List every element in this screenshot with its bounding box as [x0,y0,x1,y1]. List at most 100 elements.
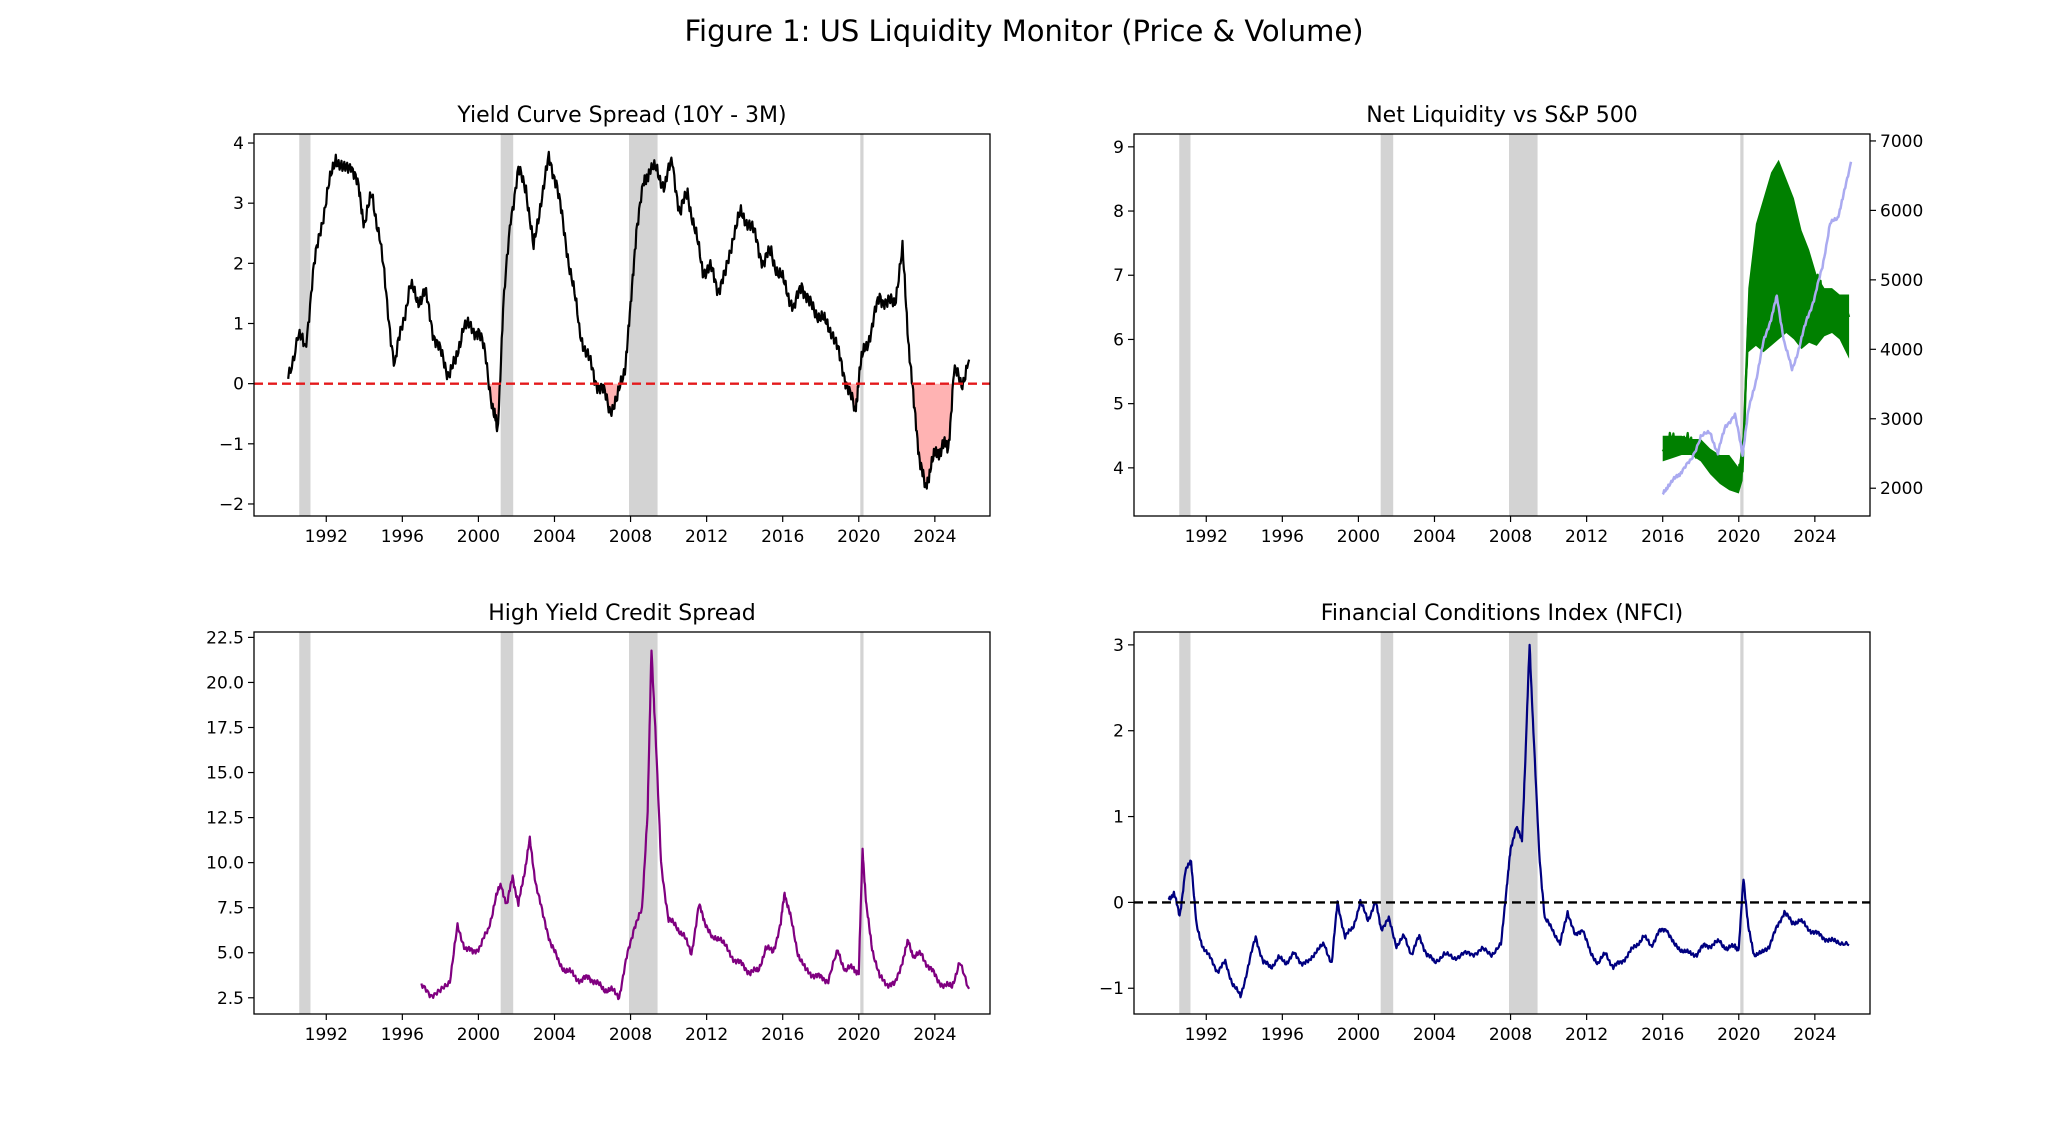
y-tick-label: 22.5 [206,628,244,648]
recession-band-1 [1380,134,1394,516]
x-tick-label: 1996 [1261,527,1304,547]
x-tick-label: 2016 [761,1025,804,1045]
x-tick-label: 2000 [1337,527,1380,547]
recession-band-0 [299,134,311,516]
x-tick-label: 2024 [1793,527,1836,547]
y-tick-label: 2.5 [217,989,244,1009]
high-yield-title: High Yield Credit Spread [488,601,756,626]
y-tick-label: 6 [1113,330,1124,350]
recession-band-3 [860,632,864,1014]
y-tick-label: −1 [1099,979,1124,999]
y2-tick-label: 2000 [1880,479,1923,499]
net-liquidity-line [1661,174,1851,485]
y2-tick-label: 6000 [1880,201,1923,221]
x-tick-label: 2008 [1489,527,1532,547]
x-tick-label: 2004 [1413,1025,1456,1045]
y2-tick-label: 5000 [1880,271,1923,291]
x-tick-label: 2016 [1641,1025,1684,1045]
x-tick-label: 1992 [305,1025,348,1045]
net-liquidity-frame [1133,133,1871,517]
y-tick-label: 1 [233,314,244,334]
x-tick-label: 2004 [533,1025,576,1045]
x-tick-label: 2012 [685,1025,728,1045]
y-tick-label: 1 [1113,808,1124,828]
panel-yield-curve: 1992 1996 2000 2004 2008 2012 2016 2020 2024 −2 −1… [219,103,991,547]
y-tick-label: 7.5 [217,899,244,919]
y-tick-label: 15.0 [206,764,244,784]
x-tick-label: 2008 [609,1025,652,1045]
y-tick-label: 3 [233,194,244,214]
x-tick-label: 2016 [761,527,804,547]
y2-tick-label: 3000 [1880,410,1923,430]
x-tick-label: 1996 [381,527,424,547]
recession-band-1 [1380,632,1394,1014]
y-tick-label: 2 [1113,722,1124,742]
x-tick-label: 2008 [1489,1025,1532,1045]
y-tick-label: 7 [1113,266,1124,286]
high-yield-frame [253,631,991,1015]
x-tick-label: 1996 [381,1025,424,1045]
y-tick-label: 4 [1113,459,1124,479]
net-liquidity-band [1662,159,1850,494]
x-tick-label: 2020 [837,527,880,547]
panel-high-yield: 1992 1996 2000 2004 2008 2012 2016 2020 2024 2.5 5… [206,601,991,1045]
x-tick-label: 2000 [1337,1025,1380,1045]
hy-spread-line [420,649,971,1001]
x-tick-label: 2020 [1717,1025,1760,1045]
yield-curve-plot-area [254,150,990,490]
y-tick-label: −2 [219,495,244,515]
panel-nfci: 1992 1996 2000 2004 2008 2012 2016 2020 2024 −1 0 1… [1099,601,1871,1045]
y-tick-label: −1 [219,435,244,455]
x-tick-label: 2004 [533,527,576,547]
nfci-line [1167,643,1850,999]
recession-band-0 [1179,632,1191,1014]
y-tick-label: 5 [1113,395,1124,415]
x-tick-label: 1996 [1261,1025,1304,1045]
x-tick-label: 2004 [1413,527,1456,547]
y-tick-label: 8 [1113,202,1124,222]
x-tick-label: 2012 [1565,527,1608,547]
y-tick-label: 0 [233,375,244,395]
y-tick-label: 2 [233,254,244,274]
nfci-title: Financial Conditions Index (NFCI) [1321,601,1683,626]
recession-band-0 [299,632,311,1014]
x-tick-label: 2020 [1717,527,1760,547]
y-tick-label: 0 [1113,893,1124,913]
recession-band-2 [629,134,658,516]
y2-tick-label: 4000 [1880,340,1923,360]
x-tick-label: 2008 [609,527,652,547]
10y-3m-spread-line [287,150,971,490]
y-tick-label: 17.5 [206,719,244,739]
x-tick-label: 2000 [457,1025,500,1045]
x-tick-label: 2024 [913,1025,956,1045]
nfci-plot-area [1134,643,1870,999]
x-tick-label: 1992 [1185,1025,1228,1045]
x-tick-label: 2024 [913,527,956,547]
y-tick-label: 5.0 [217,944,244,964]
yield-curve-frame [253,133,991,517]
yield-curve-title: Yield Curve Spread (10Y - 3M) [456,103,786,128]
y-tick-label: 9 [1113,138,1124,158]
panel-net-liquidity: 1992 1996 2000 2004 2008 2012 2016 2020 2024 4 5 6 7… [1113,103,1923,547]
y-tick-label: 20.0 [206,673,244,693]
x-tick-label: 1992 [1185,527,1228,547]
figure-title: Figure 1: US Liquidity Monitor (Price & … [684,14,1363,48]
y-tick-label: 12.5 [206,809,244,829]
y-tick-label: 4 [233,134,244,154]
x-tick-label: 2000 [457,527,500,547]
y-tick-label: 10.0 [206,854,244,874]
s-p-500-line [1661,161,1853,496]
x-tick-label: 2020 [837,1025,880,1045]
recession-band-3 [1740,134,1744,516]
recession-band-3 [1740,632,1744,1014]
recession-band-0 [1179,134,1191,516]
x-tick-label: 2024 [1793,1025,1836,1045]
y-tick-label: 3 [1113,636,1124,656]
net-liquidity-title: Net Liquidity vs S&P 500 [1366,103,1638,128]
recession-band-1 [500,632,514,1014]
recession-band-3 [860,134,864,516]
high-yield-plot-area [420,649,971,1001]
nfci-frame [1133,631,1871,1015]
